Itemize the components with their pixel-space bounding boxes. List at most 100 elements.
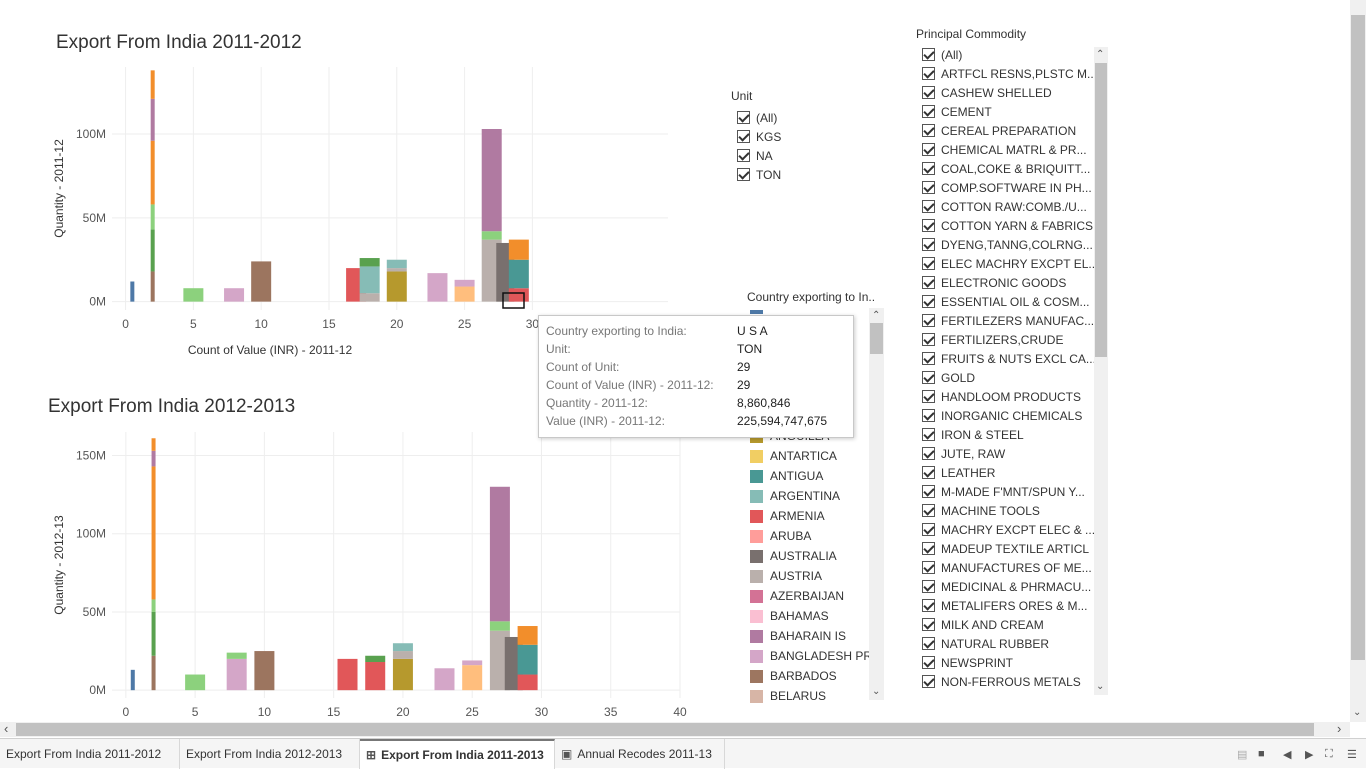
commodity-option[interactable]: ELECTRONIC GOODS [922,273,1066,292]
bar-segment[interactable] [226,652,247,659]
checkbox-checked-icon[interactable] [922,485,935,498]
commodity-option[interactable]: ARTFCL RESNS,PLSTC M... [922,64,1097,83]
checkbox-checked-icon[interactable] [922,447,935,460]
bar-segment[interactable] [434,668,455,691]
commodity-option[interactable]: M-MADE F'MNT/SPUN Y... [922,482,1085,501]
bar-segment[interactable] [151,599,156,612]
bar-segment[interactable] [185,674,206,691]
bar-segment[interactable] [427,273,448,302]
commodity-option[interactable]: MACHRY EXCPT ELEC & ... [922,520,1095,539]
page-horizontal-scroll-thumb[interactable] [16,723,1314,736]
commodity-option[interactable]: LEATHER [922,463,995,482]
bar-segment[interactable] [481,129,502,232]
legend-item[interactable]: ANTARTICA [750,446,837,466]
country-legend-scroll-thumb[interactable] [870,323,883,354]
commodity-option[interactable]: METALIFERS ORES & M... [922,596,1087,615]
commodity-option[interactable]: MEDICINAL & PHRMACU... [922,577,1091,596]
checkbox-checked-icon[interactable] [922,580,935,593]
bar-segment[interactable] [462,665,483,691]
commodity-option[interactable]: COAL,COKE & BRIQUITT... [922,159,1090,178]
next-sheet-icon[interactable]: ▶ [1305,749,1314,761]
checkbox-checked-icon[interactable] [922,352,935,365]
legend-item[interactable]: ARMENIA [750,506,825,526]
bar-segment[interactable] [359,293,380,302]
bar-segment[interactable] [151,466,156,600]
checkbox-checked-icon[interactable] [922,219,935,232]
legend-item[interactable]: BELARUS [750,686,826,706]
tab-export-2011-2012[interactable]: Export From India 2011-2012 [0,739,180,769]
bar-segment[interactable] [150,70,155,99]
commodity-option[interactable]: MANUFACTURES OF ME... [922,558,1092,577]
bar-segment[interactable] [337,658,358,691]
bar-segment[interactable] [151,450,156,467]
commodity-option[interactable]: MADEUP TEXTILE ARTICL [922,539,1089,558]
legend-item[interactable]: ARUBA [750,526,811,546]
bar-segment[interactable] [517,644,538,675]
checkbox-checked-icon[interactable] [922,656,935,669]
commodity-option[interactable]: JUTE, RAW [922,444,1005,463]
checkbox-checked-icon[interactable] [922,599,935,612]
checkbox-checked-icon[interactable] [922,86,935,99]
bar-segment[interactable] [365,662,386,691]
legend-item[interactable]: AUSTRALIA [750,546,837,566]
checkbox-checked-icon[interactable] [922,618,935,631]
bar-segment[interactable] [386,268,407,272]
commodity-option[interactable]: NON-FERROUS METALS [922,672,1081,691]
commodity-option[interactable]: FERTILEZERS MANUFAC... [922,311,1094,330]
bar-segment[interactable] [365,655,386,663]
commodity-option[interactable]: COMP.SOFTWARE IN PH... [922,178,1092,197]
bar-segment[interactable] [254,651,275,691]
checkbox-checked-icon[interactable] [922,637,935,650]
unit-option[interactable]: NA [737,146,773,165]
checkbox-checked-icon[interactable] [737,130,750,143]
commodity-option[interactable]: NEWSPRINT [922,653,1013,672]
filmstrip-icon[interactable]: ▤ [1237,749,1248,761]
bar-segment[interactable] [150,271,155,302]
legend-item[interactable]: AZERBAIJAN [750,586,844,606]
bar-segment[interactable] [392,643,413,652]
checkbox-checked-icon[interactable] [922,181,935,194]
bar-segment[interactable] [454,286,475,302]
chart-1[interactable]: 0 5 10 15 20 25 30 0M 50M 100M Count of Value (INR… [0,55,700,365]
commodity-option[interactable]: HANDLOOM PRODUCTS [922,387,1081,406]
chevron-down-icon[interactable]: ⌄ [1096,681,1105,692]
bar-segment[interactable] [508,259,529,289]
bar-segment[interactable] [392,658,413,691]
legend-item[interactable]: BAHARAIN IS [750,626,846,646]
bar-segment[interactable] [130,281,135,302]
bar-segment[interactable] [386,259,407,269]
checkbox-checked-icon[interactable] [737,111,750,124]
bar-segment[interactable] [151,611,156,656]
checkbox-checked-icon[interactable] [922,428,935,441]
bar-segment[interactable] [130,669,135,691]
commodity-option[interactable]: FERTILIZERS,CRUDE [922,330,1063,349]
unit-option[interactable]: KGS [737,127,781,146]
bar-segment[interactable] [462,660,483,666]
chart-2[interactable]: 0 5 10 15 20 25 30 35 40 0M 50M 100M 150M Quantity - … [0,420,700,722]
bar-segment[interactable] [508,288,529,302]
checkbox-checked-icon[interactable] [922,371,935,384]
legend-item[interactable]: BANGLADESH PR [750,646,872,666]
checkbox-checked-icon[interactable] [922,523,935,536]
checkbox-checked-icon[interactable] [922,314,935,327]
legend-item[interactable]: BAHAMAS [750,606,829,626]
commodity-option[interactable]: MILK AND CREAM [922,615,1044,634]
checkbox-checked-icon[interactable] [922,124,935,137]
checkbox-checked-icon[interactable] [922,561,935,574]
bar-segment[interactable] [224,288,245,302]
country-legend-scrollbar[interactable] [869,308,884,700]
commodity-option[interactable]: CHEMICAL MATRL & PR... [922,140,1087,159]
bar-segment[interactable] [150,204,155,230]
checkbox-checked-icon[interactable] [922,105,935,118]
bar-segment[interactable] [226,658,247,691]
bar-segment[interactable] [251,261,272,302]
checkbox-checked-icon[interactable] [922,257,935,270]
commodity-option[interactable]: COTTON RAW:COMB./U... [922,197,1087,216]
commodity-option[interactable]: FRUITS & NUTS EXCL CA... [922,349,1096,368]
bar-segment[interactable] [489,621,510,631]
unit-option[interactable]: (All) [737,108,777,127]
tab-export-2011-2013[interactable]: ⊞ Export From India 2011-2013 [360,739,555,769]
commodity-option[interactable]: INORGANIC CHEMICALS [922,406,1082,425]
commodity-option[interactable]: GOLD [922,368,975,387]
commodity-option[interactable]: ESSENTIAL OIL & COSM... [922,292,1089,311]
